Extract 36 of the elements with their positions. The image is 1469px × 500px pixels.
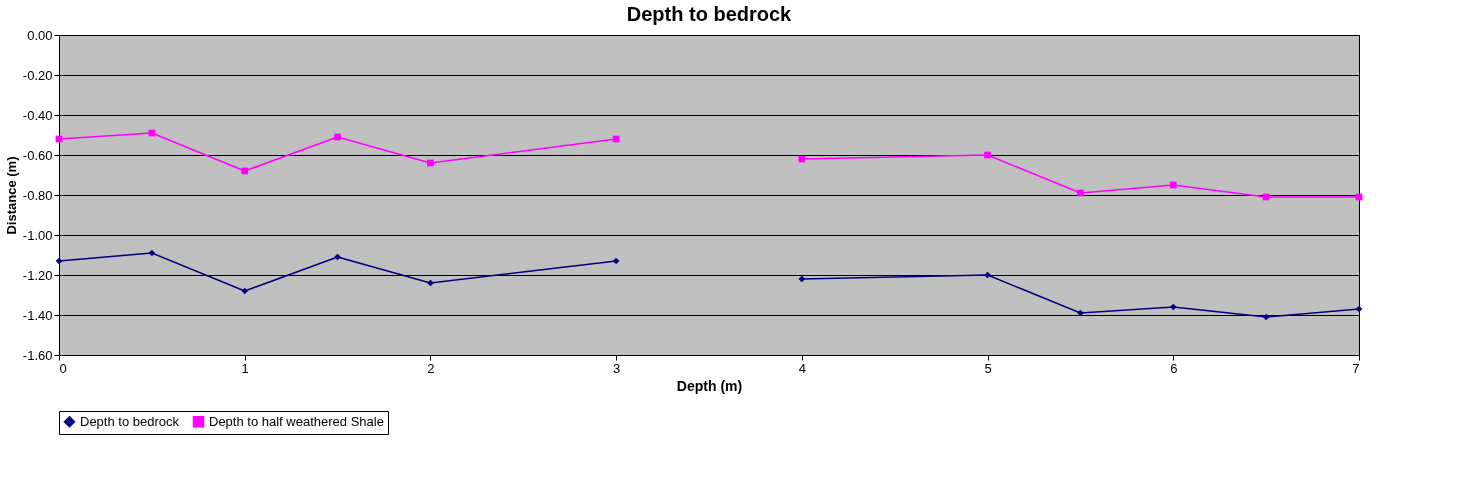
legend-label: Depth to half weathered Shale	[209, 413, 384, 429]
point	[1169, 303, 1177, 311]
point	[798, 275, 806, 283]
x-tick-label: 3	[613, 360, 621, 376]
point	[1169, 181, 1177, 189]
chart-title: Depth to bedrock	[626, 3, 793, 25]
y-tick-label: -0.20	[22, 67, 53, 83]
point	[1077, 189, 1084, 197]
point	[334, 133, 341, 141]
x-tick-label: 7	[1352, 360, 1360, 376]
legend-label: Depth to bedrock	[80, 413, 180, 429]
y-tick-label: -0.80	[22, 187, 53, 203]
x-axis-title: Depth (m)	[676, 377, 743, 394]
y-tick-label: 0.00	[27, 27, 53, 43]
point	[148, 249, 156, 257]
y-tick-label: -0.60	[22, 147, 53, 163]
point	[612, 257, 620, 265]
point	[1262, 313, 1270, 321]
point	[241, 287, 249, 295]
y-tick-label: -0.40	[22, 107, 53, 123]
y-tick-label: -1.60	[22, 347, 53, 363]
point	[241, 167, 249, 175]
x-tick-label: 0	[59, 360, 67, 376]
y-tick-label: -1.20	[22, 267, 53, 283]
y-axis-title: Distance (m)	[3, 156, 19, 235]
x-tick-label: 5	[984, 360, 992, 376]
point	[1355, 305, 1363, 313]
point	[55, 257, 63, 265]
point	[427, 159, 434, 167]
x-tick-label: 1	[241, 360, 249, 376]
x-tick-label: 2	[427, 360, 435, 376]
x-tick-label: 6	[1170, 360, 1178, 376]
y-tick-label: -1.40	[22, 307, 53, 323]
y-tick-label: -1.00	[22, 227, 53, 243]
x-tick-label: 4	[798, 360, 806, 376]
point	[984, 151, 991, 159]
